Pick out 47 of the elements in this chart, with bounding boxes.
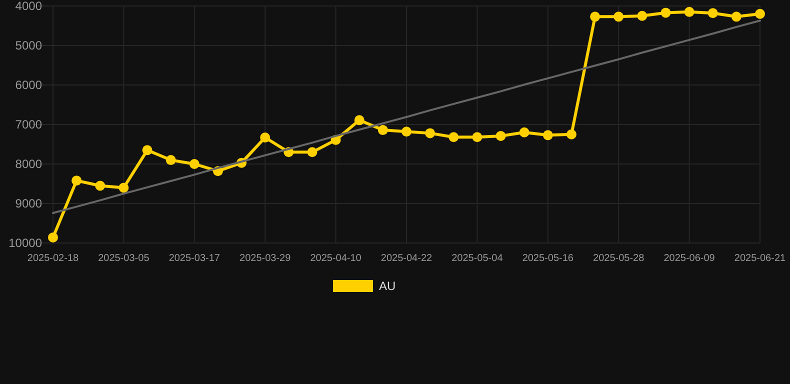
x-tick-label: 2025-03-05 [98,253,150,264]
point [307,147,318,158]
x-tick-label: 2025-04-10 [310,253,362,264]
x-tick-label: 2025-03-17 [168,253,220,264]
point [425,128,436,138]
point [142,145,152,156]
x-tick-label: 2025-06-21 [734,253,786,264]
y-tick-label: 9000 [15,196,42,210]
point [402,126,412,137]
point [48,232,58,242]
y-tick-label: 5000 [15,38,42,52]
point [472,132,482,142]
point [519,127,530,138]
point [637,10,648,21]
point [378,125,388,136]
point [731,12,742,22]
point [166,155,176,166]
y-tick-label: 10000 [8,236,42,250]
point [755,8,765,19]
line-series [52,20,761,214]
y-tick-label: 4000 [15,0,42,13]
x-tick-label: 2025-05-28 [593,253,645,264]
x-tick-label: 2025-06-09 [664,253,716,264]
point [660,8,671,18]
point [118,182,129,193]
point [72,176,82,186]
y-tick-label: 8000 [15,157,42,171]
x-tick-label: 2025-03-29 [240,253,292,264]
point [614,12,624,22]
point [542,130,553,140]
point [496,130,506,141]
point [448,132,459,142]
point [189,159,200,169]
point [566,129,576,140]
point [708,8,718,18]
x-tick-label: 2025-04-22 [380,253,433,264]
point [590,12,600,22]
x-tick-label: 2025-05-16 [522,253,574,264]
point [260,132,270,143]
x-tick-label: 2025-02-18 [27,253,80,264]
legend-label: AU [379,279,396,293]
point [95,180,106,191]
y-tick-label: 6000 [15,78,42,92]
y-tick-label: 7000 [15,118,42,132]
x-tick-label: 2025-05-04 [452,253,504,264]
point [684,6,694,17]
point [354,115,364,126]
